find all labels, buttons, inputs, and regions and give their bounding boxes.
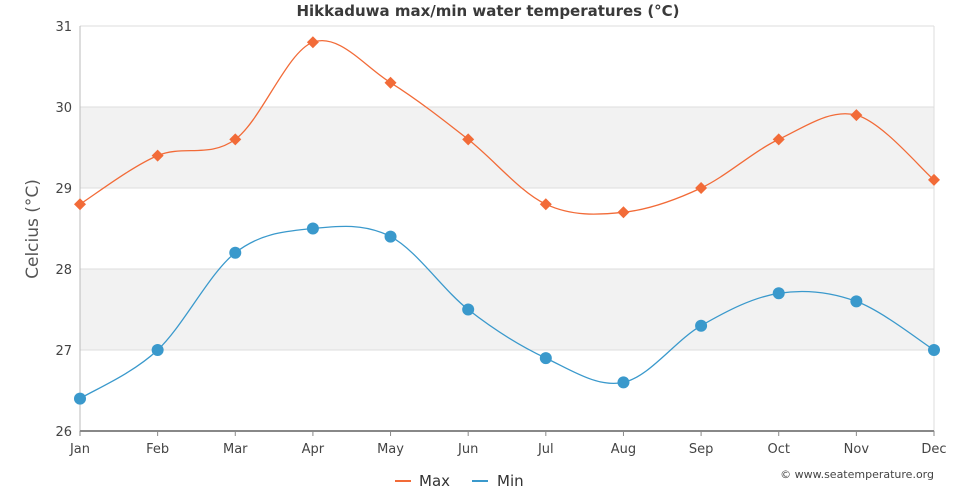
x-tick-Sep: Sep [689, 442, 714, 457]
legend-min-label: Min [497, 472, 524, 490]
point-min-Jun [462, 303, 475, 316]
x-tick-Mar: Mar [223, 442, 248, 457]
point-max-Oct [772, 133, 785, 146]
point-min-Sep [695, 319, 708, 332]
y-tick-28: 28 [55, 263, 72, 278]
point-min-Jan [74, 392, 86, 405]
point-min-May [384, 230, 397, 243]
axes [79, 26, 935, 432]
point-max-Jul [539, 198, 552, 211]
band-1 [80, 269, 934, 350]
y-tick-26: 26 [55, 425, 72, 440]
credit-text: © www.seatemperature.org [780, 468, 934, 481]
x-tick-Feb: Feb [146, 442, 169, 457]
point-min-Aug [617, 376, 630, 389]
grid-lines [80, 25, 934, 432]
x-tick-Aug: Aug [611, 442, 636, 457]
point-max-Nov [850, 109, 863, 122]
point-max-Mar [229, 133, 242, 146]
point-min-Nov [850, 295, 863, 308]
x-tick-Oct: Oct [767, 442, 789, 457]
point-min-Jul [539, 352, 552, 365]
point-min-Oct [772, 287, 785, 300]
x-tick-labels: Jan Feb Mar Apr May Jun Jul Aug Sep Oct Nov Dec [69, 431, 947, 457]
point-max-Feb [151, 149, 164, 162]
point-max-Apr [306, 36, 319, 49]
chart-title: Hikkaduwa max/min water temperatures (°C… [296, 2, 679, 20]
point-min-Dec [928, 344, 940, 356]
point-max-Sep [695, 182, 708, 194]
point-min-Apr [306, 222, 319, 235]
band-0 [80, 107, 934, 188]
point-max-May [384, 76, 397, 89]
legend-max-label: Max [419, 472, 450, 490]
alternating-bands [80, 107, 934, 350]
point-max-Aug [617, 206, 630, 219]
y-tick-27: 27 [55, 344, 72, 359]
x-tick-May: May [377, 442, 404, 457]
x-tick-Nov: Nov [844, 442, 870, 457]
x-tick-Jun: Jun [457, 442, 478, 457]
y-tick-30: 30 [55, 101, 72, 116]
legend: Max Min [395, 472, 524, 490]
x-tick-Jul: Jul [537, 442, 554, 457]
point-max-Jun [462, 133, 475, 146]
point-max-Dec [928, 173, 940, 186]
point-min-Feb [151, 344, 164, 356]
y-axis-label: Celcius (°C) [23, 179, 43, 279]
y-tick-labels: 26 27 28 29 30 31 [55, 20, 72, 440]
series-markers [74, 36, 940, 405]
point-min-Mar [229, 246, 242, 259]
point-max-Jan [74, 198, 86, 211]
x-tick-Apr: Apr [302, 442, 325, 457]
y-tick-31: 31 [55, 20, 72, 35]
x-tick-Dec: Dec [921, 442, 946, 457]
y-tick-29: 29 [55, 182, 72, 197]
x-tick-Jan: Jan [69, 442, 90, 457]
